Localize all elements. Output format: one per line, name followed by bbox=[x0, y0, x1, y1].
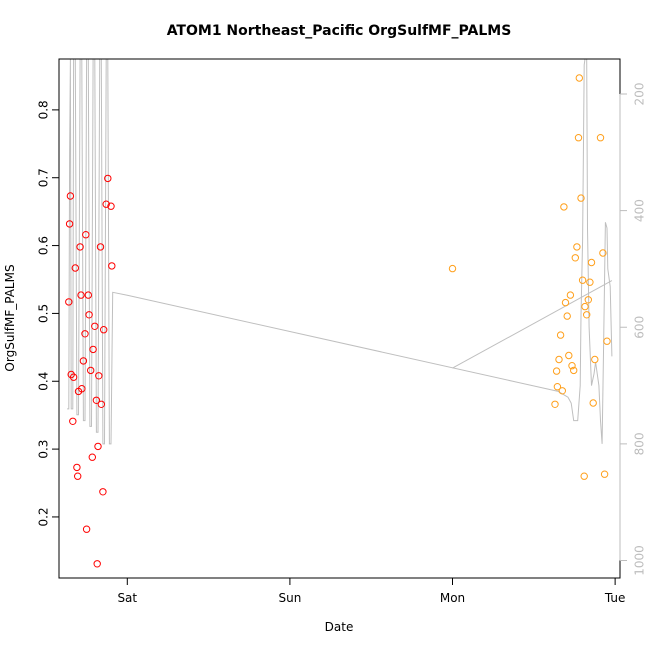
x-tick-label: Tue bbox=[604, 591, 626, 605]
x-tick-label: Sat bbox=[117, 591, 137, 605]
data-point bbox=[563, 312, 571, 320]
y-tick-label: 0.2 bbox=[37, 507, 51, 526]
y-tick-label: 0.6 bbox=[37, 236, 51, 255]
data-point bbox=[93, 560, 101, 568]
data-point bbox=[584, 296, 592, 304]
data-point bbox=[570, 366, 578, 375]
data-point bbox=[82, 231, 90, 239]
data-point bbox=[69, 417, 77, 425]
y-tick-label: 0.3 bbox=[37, 440, 51, 459]
altitude-line-segment bbox=[452, 280, 613, 369]
data-point bbox=[552, 367, 561, 375]
right-tick-label: 600 bbox=[633, 316, 647, 339]
data-point bbox=[104, 174, 112, 183]
data-point bbox=[589, 399, 597, 407]
data-point bbox=[102, 200, 110, 208]
data-point bbox=[95, 372, 103, 380]
data-point bbox=[586, 278, 594, 286]
data-point bbox=[82, 525, 91, 533]
data-point bbox=[574, 134, 583, 142]
data-point bbox=[85, 311, 93, 319]
data-point bbox=[558, 387, 566, 395]
data-point bbox=[69, 373, 78, 381]
data-point bbox=[107, 202, 115, 210]
data-point bbox=[66, 192, 75, 200]
right-tick-label: 400 bbox=[633, 199, 647, 222]
data-point bbox=[596, 134, 605, 142]
x-axis: Sat Sun Mon Tue bbox=[117, 577, 626, 605]
data-point bbox=[87, 366, 95, 375]
data-point bbox=[77, 291, 85, 299]
data-point bbox=[565, 351, 573, 360]
chart-title: ATOM1 Northeast_Pacific OrgSulfMF_PALMS bbox=[167, 23, 512, 39]
data-point bbox=[97, 400, 106, 408]
data-point bbox=[84, 291, 93, 299]
y-tick-label: 0.7 bbox=[37, 168, 51, 187]
data-point bbox=[556, 331, 565, 339]
data-point bbox=[94, 442, 102, 451]
data-point bbox=[448, 264, 457, 273]
right-tick-label: 800 bbox=[633, 432, 647, 455]
right-axis: 200 400 600 800 1000 bbox=[619, 83, 647, 576]
data-point bbox=[551, 400, 559, 408]
y-axis: 0.2 0.3 0.4 0.5 0.6 0.7 0.8 bbox=[37, 100, 60, 526]
data-point bbox=[65, 220, 74, 228]
data-point bbox=[573, 243, 581, 251]
x-tick-label: Mon bbox=[440, 591, 465, 605]
y-tick-label: 0.5 bbox=[37, 304, 51, 323]
data-point bbox=[553, 383, 562, 391]
data-point bbox=[100, 326, 108, 334]
data-point bbox=[108, 262, 116, 270]
data-point bbox=[600, 470, 609, 478]
x-tick-label: Sun bbox=[278, 591, 301, 605]
data-point bbox=[577, 194, 585, 202]
data-point bbox=[571, 254, 579, 262]
data-point bbox=[79, 357, 88, 365]
data-point bbox=[74, 472, 82, 480]
data-point bbox=[71, 264, 80, 272]
altitude-line bbox=[67, 59, 613, 445]
data-point bbox=[581, 302, 589, 311]
data-point bbox=[99, 488, 107, 496]
plot-area bbox=[65, 59, 613, 568]
data-point bbox=[88, 453, 97, 461]
y-axis-title: OrgSulfMF_PALMS bbox=[3, 264, 17, 371]
data-point bbox=[76, 243, 84, 251]
data-point bbox=[65, 298, 73, 306]
data-point bbox=[561, 298, 570, 307]
data-point bbox=[92, 396, 101, 404]
data-point bbox=[89, 345, 97, 354]
data-point bbox=[578, 276, 587, 284]
y-tick-label: 0.8 bbox=[37, 100, 51, 119]
data-point bbox=[580, 472, 588, 480]
data-point bbox=[603, 337, 611, 345]
data-point bbox=[566, 291, 575, 299]
data-point bbox=[78, 385, 86, 393]
right-tick-label: 200 bbox=[633, 83, 647, 106]
plot-frame bbox=[58, 58, 621, 579]
data-point bbox=[583, 311, 591, 319]
data-point bbox=[560, 203, 568, 211]
data-point bbox=[555, 355, 563, 364]
data-point bbox=[575, 74, 583, 82]
right-tick-label: 1000 bbox=[633, 545, 647, 576]
data-point bbox=[96, 243, 105, 251]
data-point bbox=[91, 322, 99, 330]
data-point bbox=[599, 249, 607, 257]
x-axis-title: Date bbox=[325, 620, 354, 634]
data-point bbox=[73, 463, 81, 472]
data-point bbox=[587, 258, 596, 267]
y-tick-label: 0.4 bbox=[37, 372, 51, 391]
data-point bbox=[568, 362, 576, 370]
data-point bbox=[591, 355, 599, 364]
data-point bbox=[81, 330, 89, 338]
